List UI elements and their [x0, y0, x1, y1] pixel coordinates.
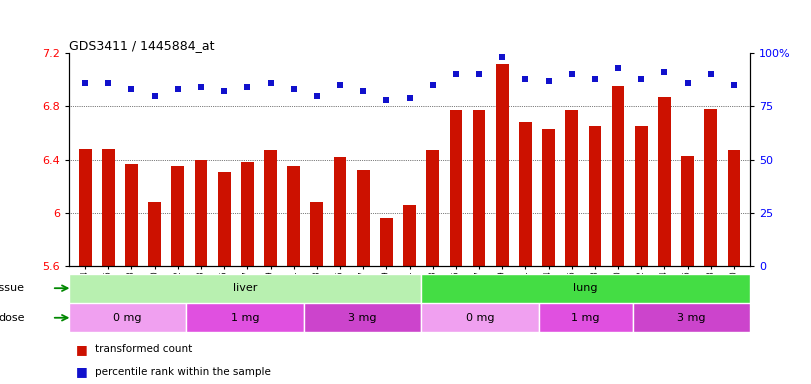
Point	[658, 69, 671, 75]
Point	[195, 84, 208, 90]
Point	[403, 95, 416, 101]
Text: transformed count: transformed count	[95, 344, 192, 354]
Text: 3 mg: 3 mg	[677, 313, 706, 323]
Bar	[473, 110, 486, 266]
Bar	[565, 110, 578, 266]
Bar	[727, 150, 740, 266]
Bar	[421, 303, 539, 332]
Bar	[496, 64, 508, 266]
Point	[357, 88, 370, 94]
Bar	[519, 122, 532, 266]
Text: tissue: tissue	[0, 283, 24, 293]
Point	[79, 80, 92, 86]
Point	[542, 78, 555, 84]
Point	[217, 88, 230, 94]
Text: liver: liver	[233, 283, 257, 293]
Point	[148, 93, 161, 99]
Point	[264, 80, 277, 86]
Point	[519, 76, 532, 82]
Point	[496, 54, 508, 60]
Point	[380, 97, 393, 103]
Text: GDS3411 / 1445884_at: GDS3411 / 1445884_at	[69, 39, 214, 52]
Bar	[171, 166, 184, 266]
Bar	[611, 86, 624, 266]
Text: 3 mg: 3 mg	[348, 313, 377, 323]
Bar	[69, 303, 187, 332]
Point	[704, 71, 717, 78]
Bar	[380, 218, 393, 266]
Bar	[449, 110, 462, 266]
Point	[171, 86, 184, 92]
Point	[565, 71, 578, 78]
Bar	[333, 157, 346, 266]
Point	[473, 71, 486, 78]
Text: lung: lung	[573, 283, 598, 293]
Bar	[421, 274, 750, 303]
Point	[333, 82, 346, 88]
Bar	[79, 149, 92, 266]
Text: percentile rank within the sample: percentile rank within the sample	[95, 366, 271, 377]
Bar	[195, 159, 208, 266]
Point	[635, 76, 648, 82]
Point	[727, 82, 740, 88]
Text: ■: ■	[75, 365, 88, 378]
Bar	[187, 303, 304, 332]
Bar	[705, 109, 717, 266]
Text: 1 mg: 1 mg	[231, 313, 260, 323]
Bar	[658, 97, 671, 266]
Point	[449, 71, 462, 78]
Bar	[125, 164, 138, 266]
Text: dose: dose	[0, 313, 24, 323]
Text: ■: ■	[75, 343, 88, 356]
Point	[241, 84, 254, 90]
Bar	[311, 202, 324, 266]
Bar	[539, 303, 633, 332]
Bar	[102, 149, 114, 266]
Point	[611, 65, 624, 71]
Bar	[427, 150, 439, 266]
Bar	[357, 170, 370, 266]
Bar	[148, 202, 161, 266]
Bar	[304, 303, 421, 332]
Text: 0 mg: 0 mg	[114, 313, 142, 323]
Point	[311, 93, 324, 99]
Point	[681, 80, 694, 86]
Text: 1 mg: 1 mg	[572, 313, 600, 323]
Point	[427, 82, 440, 88]
Bar	[403, 205, 416, 266]
Bar	[241, 162, 254, 266]
Text: 0 mg: 0 mg	[466, 313, 494, 323]
Point	[287, 86, 300, 92]
Bar	[69, 274, 421, 303]
Point	[102, 80, 115, 86]
Bar	[218, 172, 230, 266]
Bar	[264, 150, 277, 266]
Bar	[287, 166, 300, 266]
Bar	[681, 156, 694, 266]
Bar	[589, 126, 601, 266]
Point	[589, 76, 602, 82]
Bar	[635, 126, 648, 266]
Bar	[633, 303, 750, 332]
Bar	[543, 129, 555, 266]
Point	[125, 86, 138, 92]
